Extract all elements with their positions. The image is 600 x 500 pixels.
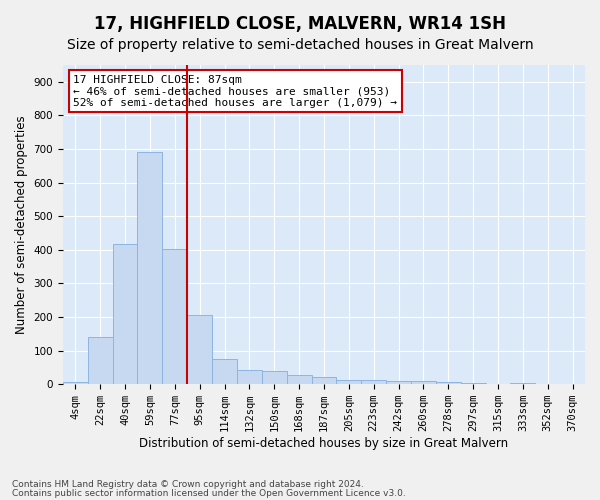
Bar: [311, 377, 337, 384]
Bar: [113, 244, 137, 384]
Bar: [212, 360, 237, 384]
Bar: [461, 382, 485, 384]
Text: Contains HM Land Registry data © Crown copyright and database right 2024.: Contains HM Land Registry data © Crown c…: [12, 480, 364, 489]
Text: Contains public sector information licensed under the Open Government Licence v3: Contains public sector information licen…: [12, 488, 406, 498]
Bar: [88, 337, 113, 384]
Bar: [386, 380, 411, 384]
Y-axis label: Number of semi-detached properties: Number of semi-detached properties: [15, 116, 28, 334]
Bar: [262, 371, 287, 384]
Bar: [287, 375, 311, 384]
Text: Size of property relative to semi-detached houses in Great Malvern: Size of property relative to semi-detach…: [67, 38, 533, 52]
Bar: [361, 380, 386, 384]
X-axis label: Distribution of semi-detached houses by size in Great Malvern: Distribution of semi-detached houses by …: [139, 437, 509, 450]
Text: 17, HIGHFIELD CLOSE, MALVERN, WR14 1SH: 17, HIGHFIELD CLOSE, MALVERN, WR14 1SH: [94, 15, 506, 33]
Bar: [436, 382, 461, 384]
Bar: [187, 314, 212, 384]
Text: 17 HIGHFIELD CLOSE: 87sqm
← 46% of semi-detached houses are smaller (953)
52% of: 17 HIGHFIELD CLOSE: 87sqm ← 46% of semi-…: [73, 74, 397, 108]
Bar: [137, 152, 163, 384]
Bar: [237, 370, 262, 384]
Bar: [163, 249, 187, 384]
Bar: [411, 380, 436, 384]
Bar: [511, 382, 535, 384]
Bar: [63, 382, 88, 384]
Bar: [337, 380, 361, 384]
